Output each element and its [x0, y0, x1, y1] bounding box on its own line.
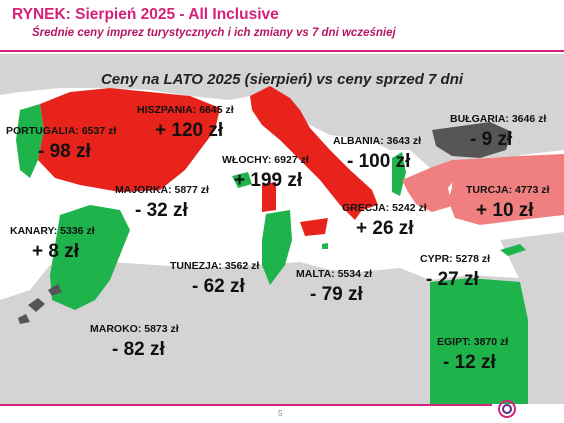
label-change: + 10 zł — [476, 200, 534, 221]
label-change: - 32 zł — [135, 200, 188, 221]
label-change: + 120 zł — [155, 120, 224, 141]
label-country: GRECJA: 5242 zł — [342, 202, 427, 214]
region-malta — [322, 243, 328, 249]
label-change: + 26 zł — [356, 218, 414, 239]
label-change: - 82 zł — [112, 339, 165, 360]
label-change: + 8 zł — [32, 241, 79, 262]
label-country: MAROKO: 5873 zł — [90, 323, 179, 335]
label-canary-islands: KANARY: 5336 zł + 8 zł — [10, 221, 95, 262]
label-malta: MALTA: 5534 zł - 79 zł — [296, 264, 372, 305]
label-morocco: MAROKO: 5873 zł - 82 zł — [90, 319, 179, 360]
land-north-europe — [0, 54, 564, 175]
region-canary-islands — [18, 284, 62, 324]
label-country: TURCJA: 4773 zł — [466, 184, 550, 196]
label-egypt: EGIPT: 3870 zł - 12 zł — [437, 332, 508, 373]
region-bulgaria — [432, 122, 512, 158]
label-change: + 199 zł — [234, 170, 303, 191]
mediterranean-map — [0, 54, 564, 404]
label-italy: WŁOCHY: 6927 zł + 199 zł — [222, 150, 309, 191]
label-country: TUNEZJA: 3562 zł — [170, 260, 260, 272]
title-divider — [0, 50, 564, 52]
label-change: - 9 zł — [470, 129, 513, 150]
label-change: - 27 zł — [426, 269, 479, 290]
label-country: HISZPANIA: 6645 zł — [137, 104, 234, 116]
region-cyprus — [500, 244, 526, 256]
region-italy — [250, 86, 378, 220]
travel-data-logo — [496, 396, 562, 422]
slide-title: RYNEK: Sierpień 2025 - All Inclusive — [12, 6, 279, 23]
region-portugal — [16, 104, 44, 178]
label-country: MALTA: 5534 zł — [296, 268, 373, 280]
region-turkey — [448, 154, 564, 225]
page-number: 5 — [278, 409, 283, 418]
region-sicily — [300, 218, 328, 236]
label-bulgaria: BUŁGARIA: 3646 zł - 9 zł — [450, 109, 546, 150]
label-change: - 100 zł — [347, 151, 411, 172]
label-country: WŁOCHY: 6927 zł — [222, 154, 309, 166]
label-cyprus: CYPR: 5278 zł - 27 zł — [420, 249, 490, 290]
label-portugal: PORTUGALIA: 6537 zł - 98 zł — [6, 121, 116, 162]
label-country: CYPR: 5278 zł — [420, 253, 491, 265]
slide-subtitle: Średnie ceny imprez turystycznych i ich … — [32, 27, 396, 39]
footer-divider — [0, 404, 492, 406]
label-country: ALBANIA: 3643 zł — [333, 135, 422, 147]
label-change: - 79 zł — [310, 284, 363, 305]
region-spain — [38, 88, 220, 192]
label-country: EGIPT: 3870 zł — [437, 336, 509, 348]
region-tunisia — [262, 210, 292, 285]
label-spain: HISZPANIA: 6645 zł + 120 zł — [137, 100, 234, 141]
label-country: PORTUGALIA: 6537 zł — [6, 125, 117, 137]
region-albania — [392, 152, 406, 196]
label-greece: GRECJA: 5242 zł + 26 zł — [342, 198, 427, 239]
region-sardinia — [262, 182, 276, 212]
region-majorca — [232, 172, 252, 188]
label-turkey: TURCJA: 4773 zł + 10 zł — [466, 180, 549, 221]
region-greece — [402, 160, 460, 212]
label-change: - 12 zł — [443, 352, 496, 373]
label-country: MAJORKA: 5877 zł — [115, 184, 209, 196]
label-change: - 98 zł — [38, 141, 91, 162]
label-country: BUŁGARIA: 3646 zł — [450, 113, 547, 125]
label-change: - 62 zł — [192, 276, 245, 297]
label-majorca: MAJORKA: 5877 zł - 32 zł — [115, 180, 209, 221]
label-albania: ALBANIA: 3643 zł - 100 zł — [333, 131, 421, 172]
label-country: KANARY: 5336 zł — [10, 225, 95, 237]
map-title: Ceny na LATO 2025 (sierpień) vs ceny spr… — [100, 71, 464, 88]
logo-icon — [498, 400, 516, 418]
region-egypt — [430, 278, 528, 404]
land-north-africa — [0, 262, 564, 404]
region-morocco — [50, 205, 130, 310]
label-tunisia: TUNEZJA: 3562 zł - 62 zł — [170, 256, 259, 297]
